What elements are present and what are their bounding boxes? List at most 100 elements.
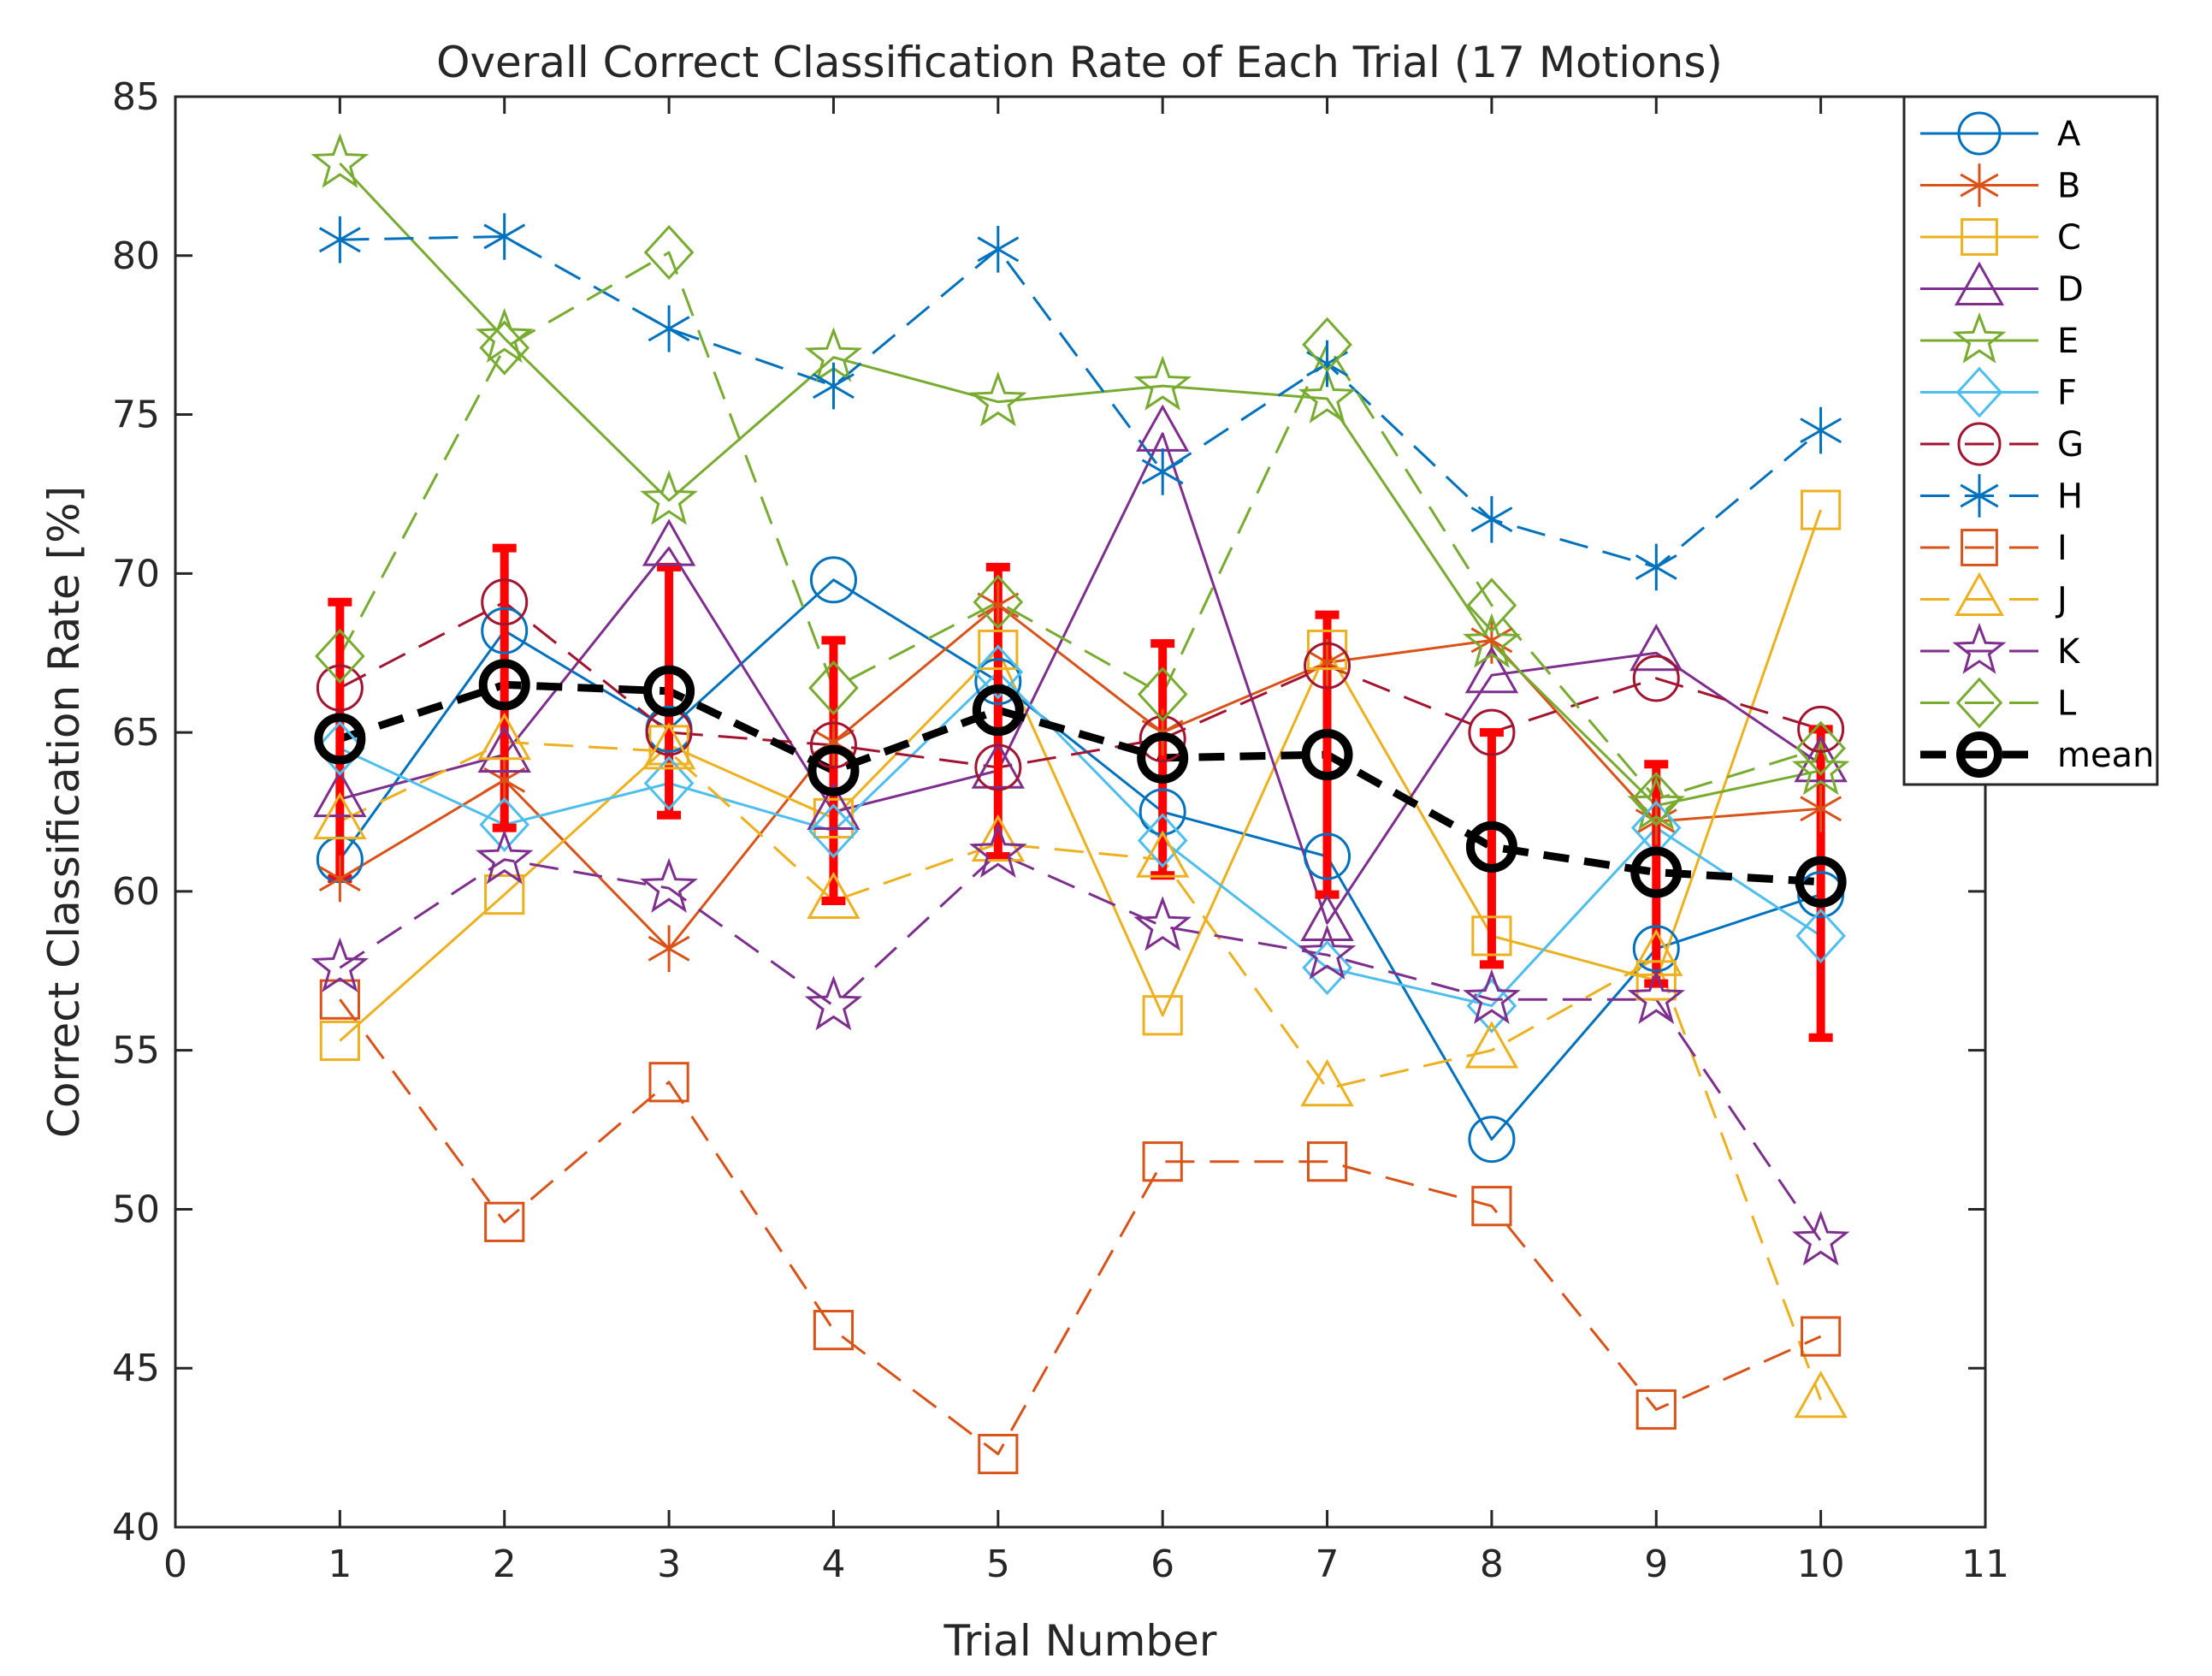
point-mean (1137, 731, 1189, 784)
legend-entry-l: L (1920, 677, 2077, 729)
point-i (1142, 1141, 1183, 1182)
point-k (1298, 924, 1357, 980)
point-f (315, 720, 365, 776)
series-line-d (340, 432, 1822, 925)
series-line-e (339, 162, 1821, 808)
legend-label: G (2057, 425, 2084, 465)
x-axis-title: Trial Number (943, 1616, 1217, 1666)
series-line-b (339, 604, 1821, 951)
point-l (1630, 772, 1682, 827)
y-tick-label: 80 (112, 234, 160, 278)
legend-label: D (2057, 270, 2084, 310)
point-e (1791, 740, 1850, 796)
point-f (643, 755, 695, 811)
series-markers (311, 133, 1850, 1475)
legend-entry-h: H (1920, 474, 2083, 518)
point-g (809, 721, 857, 769)
legend-entry-e: E (1920, 311, 2079, 364)
point-mean (314, 713, 366, 765)
point-mean (972, 684, 1024, 737)
point-l (1795, 720, 1846, 776)
point-c (319, 1020, 360, 1062)
legend-entry-mean: mean (1920, 731, 2154, 778)
series-line-l (339, 251, 1822, 801)
legend-entry-i: I (1920, 529, 2067, 568)
x-tick-label: 7 (1316, 1543, 1340, 1586)
point-h (1635, 543, 1677, 591)
point-j (477, 713, 531, 761)
legend-label: C (2057, 218, 2081, 258)
legend-marker (1956, 731, 2002, 778)
point-d (1629, 623, 1683, 672)
point-h (648, 305, 690, 352)
point-g (1304, 642, 1351, 690)
point-b (1635, 797, 1677, 845)
point-l (479, 320, 530, 376)
y-axis-ticks: 40 45 50 55 60 65 70 75 80 85 (112, 75, 1985, 1549)
point-k (1463, 968, 1521, 1025)
x-tick-label: 9 (1644, 1543, 1668, 1586)
point-c (978, 629, 1019, 671)
y-tick-label: 40 (112, 1506, 160, 1549)
point-i (1635, 1389, 1677, 1430)
x-tick-label: 6 (1150, 1543, 1174, 1586)
point-l (1466, 577, 1517, 633)
x-tick-label: 4 (821, 1543, 845, 1586)
legend-entry-j: J (1920, 571, 2067, 620)
y-tick-label: 60 (112, 870, 160, 914)
point-k (1627, 968, 1686, 1025)
x-tick-label: 8 (1480, 1543, 1504, 1586)
x-tick-label: 3 (657, 1543, 681, 1586)
y-tick-label: 50 (112, 1187, 160, 1231)
point-b (1306, 639, 1348, 686)
point-h (1800, 406, 1842, 454)
series-line-a (339, 578, 1822, 1141)
legend-label: A (2057, 115, 2081, 154)
legend-label: J (2055, 581, 2067, 620)
point-d (477, 725, 531, 773)
point-d (313, 769, 367, 818)
x-tick-label: 2 (493, 1543, 517, 1586)
point-f (1466, 978, 1517, 1033)
point-k (1791, 1211, 1850, 1266)
point-a (974, 658, 1022, 706)
y-tick-label: 55 (112, 1029, 160, 1073)
point-l (643, 224, 695, 281)
point-c (1306, 629, 1348, 671)
point-l (1302, 317, 1352, 372)
point-e (475, 307, 534, 364)
point-d (642, 518, 696, 566)
point-k (311, 937, 370, 992)
legend-marker (1960, 474, 1999, 518)
legend-marker (1961, 218, 1998, 256)
point-i (813, 1310, 855, 1351)
point-g (974, 743, 1022, 791)
legend-marker (1955, 571, 2004, 616)
series-lines (338, 162, 1823, 1455)
point-k (475, 829, 534, 885)
point-e (968, 371, 1027, 427)
point-f (1795, 908, 1846, 964)
point-l (808, 660, 859, 716)
point-c (1471, 915, 1512, 956)
series-line-c (339, 509, 1823, 1042)
series-line-i (339, 998, 1822, 1455)
point-g (1797, 705, 1845, 753)
y-tick-label: 75 (112, 394, 160, 437)
y-tick-label: 70 (112, 552, 160, 595)
point-mean (1465, 820, 1517, 873)
point-h (483, 213, 526, 260)
legend-entry-d: D (1920, 261, 2084, 310)
point-l (973, 574, 1024, 630)
legend-marker (1952, 311, 2007, 364)
x-tick-label: 0 (163, 1543, 187, 1586)
x-axis-ticks: 0 1 2 3 4 5 6 7 8 9 10 11 (163, 97, 2009, 1586)
point-c (1142, 995, 1183, 1036)
point-k (640, 857, 698, 913)
point-i (1471, 1186, 1512, 1227)
point-h (318, 216, 361, 264)
legend-marker (1955, 677, 2003, 729)
point-c (1801, 489, 1842, 530)
